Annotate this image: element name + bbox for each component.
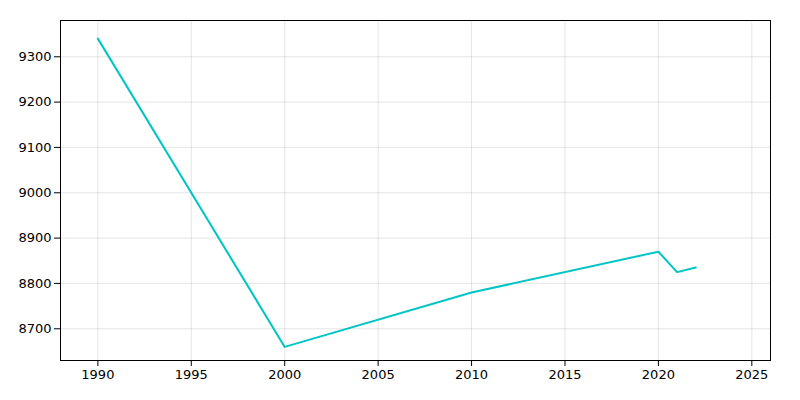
svg-text:2025: 2025 [735,367,768,382]
svg-text:8900: 8900 [18,230,51,245]
svg-text:2005: 2005 [362,367,395,382]
svg-text:2010: 2010 [455,367,488,382]
svg-text:9300: 9300 [18,49,51,64]
svg-text:2000: 2000 [268,367,301,382]
svg-text:8700: 8700 [18,321,51,336]
svg-text:1990: 1990 [81,367,114,382]
svg-text:2020: 2020 [642,367,675,382]
svg-text:9100: 9100 [18,140,51,155]
svg-text:1995: 1995 [175,367,208,382]
svg-text:9000: 9000 [18,185,51,200]
svg-text:8800: 8800 [18,276,51,291]
svg-text:2015: 2015 [548,367,581,382]
svg-text:9200: 9200 [18,94,51,109]
